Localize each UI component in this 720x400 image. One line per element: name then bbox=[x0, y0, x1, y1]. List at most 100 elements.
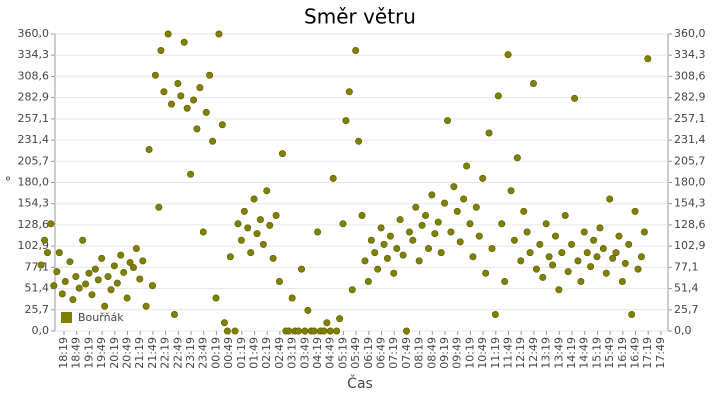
x-axis-label: Čas bbox=[347, 374, 373, 392]
x-tick-label: 02:19 bbox=[260, 337, 273, 369]
point bbox=[437, 249, 445, 257]
point bbox=[551, 232, 559, 240]
point bbox=[348, 286, 356, 294]
point bbox=[234, 220, 242, 228]
x-tick-label: 03:19 bbox=[286, 337, 299, 369]
point bbox=[498, 220, 506, 228]
y2-tick-label: 51,4 bbox=[674, 282, 699, 295]
point bbox=[278, 150, 286, 158]
x-tick-label: 08:49 bbox=[425, 337, 438, 369]
point bbox=[383, 254, 391, 262]
point bbox=[174, 80, 182, 88]
point bbox=[418, 221, 426, 229]
point bbox=[415, 257, 423, 265]
point bbox=[510, 236, 518, 244]
point bbox=[539, 273, 547, 281]
point bbox=[88, 291, 96, 299]
point bbox=[558, 249, 566, 257]
point bbox=[301, 327, 309, 335]
point bbox=[367, 236, 375, 244]
point bbox=[253, 230, 261, 238]
y2-tick-label: 180,0 bbox=[674, 176, 706, 189]
point bbox=[529, 80, 537, 88]
point bbox=[113, 279, 121, 287]
point bbox=[263, 187, 271, 195]
x-tick-label: 00:49 bbox=[222, 337, 235, 369]
point bbox=[456, 238, 464, 246]
point bbox=[644, 55, 652, 63]
point bbox=[405, 228, 413, 236]
point bbox=[545, 253, 553, 261]
point bbox=[47, 220, 55, 228]
point bbox=[168, 100, 176, 108]
point bbox=[380, 240, 388, 248]
point bbox=[444, 117, 452, 125]
x-tick-label: 13:19 bbox=[540, 337, 553, 369]
point bbox=[50, 282, 58, 290]
point bbox=[250, 195, 258, 203]
point bbox=[520, 207, 528, 215]
x-tick-label: 03:49 bbox=[298, 337, 311, 369]
point bbox=[126, 259, 134, 267]
point bbox=[494, 92, 502, 100]
point bbox=[580, 228, 588, 236]
point bbox=[244, 224, 252, 232]
point bbox=[568, 240, 576, 248]
point bbox=[226, 253, 234, 261]
point bbox=[564, 268, 572, 276]
point bbox=[393, 245, 401, 253]
point bbox=[364, 277, 372, 285]
point bbox=[399, 251, 407, 259]
point bbox=[75, 284, 83, 292]
point bbox=[61, 277, 69, 285]
point bbox=[431, 230, 439, 238]
point bbox=[637, 253, 645, 261]
point bbox=[355, 137, 363, 145]
point bbox=[361, 257, 369, 265]
y-tick-label: 257,1 bbox=[18, 112, 50, 125]
point bbox=[428, 191, 436, 199]
point bbox=[523, 228, 531, 236]
y-tick-label: 102,9 bbox=[18, 239, 50, 252]
point bbox=[240, 207, 248, 215]
point bbox=[206, 71, 214, 79]
point bbox=[482, 269, 490, 277]
point bbox=[209, 137, 217, 145]
x-tick-label: 12:19 bbox=[514, 337, 527, 369]
point bbox=[43, 249, 51, 257]
point bbox=[326, 327, 334, 335]
x-tick-label: 04:19 bbox=[311, 337, 324, 369]
point bbox=[358, 212, 366, 220]
point bbox=[504, 51, 512, 59]
point bbox=[79, 236, 87, 244]
point bbox=[323, 319, 331, 327]
point bbox=[91, 265, 99, 273]
point bbox=[120, 268, 128, 276]
point bbox=[160, 88, 168, 96]
x-tick-label: 11:19 bbox=[489, 337, 502, 369]
y2-tick-label: 205,7 bbox=[674, 154, 706, 167]
point bbox=[193, 125, 201, 133]
point bbox=[628, 310, 636, 318]
point bbox=[424, 245, 432, 253]
y-tick-label: 231,4 bbox=[18, 133, 50, 146]
x-tick-label: 16:19 bbox=[616, 337, 629, 369]
point bbox=[371, 249, 379, 257]
chart-title: Směr větru bbox=[304, 5, 416, 29]
point bbox=[450, 183, 458, 191]
point bbox=[475, 232, 483, 240]
x-tick-label: 11:49 bbox=[502, 337, 515, 369]
y2-tick-label: 231,4 bbox=[674, 133, 706, 146]
y-tick-label: 77,1 bbox=[25, 260, 50, 273]
point bbox=[82, 280, 90, 288]
point bbox=[593, 253, 601, 261]
point bbox=[295, 327, 303, 335]
x-tick-label: 17:19 bbox=[641, 337, 654, 369]
x-tick-label: 06:49 bbox=[375, 337, 388, 369]
y2-tick-label: 282,9 bbox=[674, 91, 706, 104]
point bbox=[247, 249, 255, 257]
point bbox=[310, 327, 318, 335]
point bbox=[145, 146, 153, 154]
x-tick-label: 05:19 bbox=[336, 337, 349, 369]
point bbox=[333, 327, 341, 335]
